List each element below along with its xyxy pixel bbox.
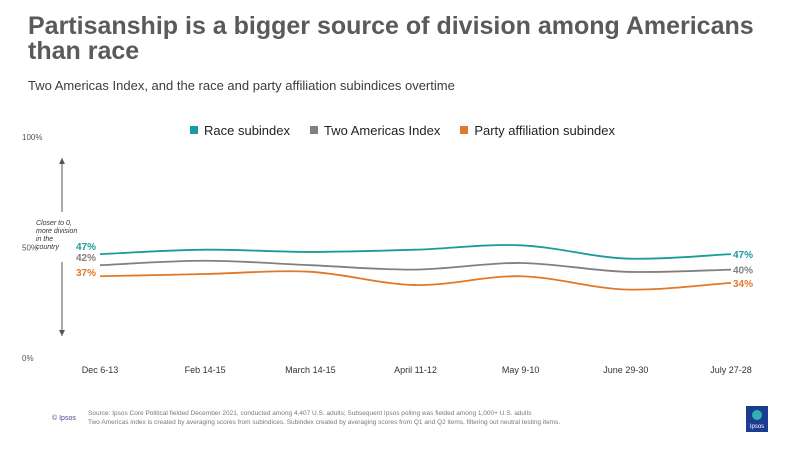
annotation-text: in the (36, 236, 53, 243)
data-point (414, 249, 416, 251)
chart-subtitle: Two Americas Index, and the race and par… (28, 78, 455, 93)
legend-swatch-two-americas (310, 126, 318, 134)
y-tick-label: 50% (22, 244, 38, 253)
data-point (730, 268, 732, 270)
x-tick-label: Feb 14-15 (185, 365, 226, 375)
data-point (204, 260, 206, 262)
annotation-text: more division (36, 228, 77, 235)
series-start-label: 37% (76, 268, 96, 279)
source-line-1: Source: Ipsos Core Political fielded Dec… (88, 410, 532, 417)
data-point (99, 275, 101, 277)
legend-label-race: Race subindex (204, 122, 290, 138)
data-point (309, 271, 311, 273)
series-line (99, 244, 732, 260)
series-line (99, 270, 732, 291)
data-point (309, 264, 311, 266)
x-tick-label: April 11-12 (394, 365, 437, 375)
annotation-arrowhead-down (59, 330, 65, 336)
data-point (625, 288, 627, 290)
data-point (309, 251, 311, 253)
series-line (99, 259, 732, 273)
data-point (204, 273, 206, 275)
legend-label-two-americas: Two Americas Index (324, 122, 441, 138)
legend-item-party: Party affiliation subindex (460, 121, 615, 139)
data-point (519, 244, 521, 246)
chart-legend: Race subindex Two Americas Index Party a… (190, 121, 615, 139)
legend-label-party: Party affiliation subindex (474, 122, 616, 138)
legend-swatch-race (190, 126, 198, 134)
data-point (730, 282, 732, 284)
logo-text: Ipsos (749, 424, 765, 430)
logo-mark (752, 410, 762, 420)
data-point (99, 253, 101, 255)
y-tick-label: 100% (22, 133, 42, 142)
series-end-label: 40% (733, 266, 753, 277)
data-point (204, 249, 206, 251)
data-point (625, 271, 627, 273)
annotation-text: Closer to 0, (36, 220, 72, 227)
data-point (99, 264, 101, 266)
x-tick-label: June 29-30 (603, 365, 648, 375)
copyright: © Ipsos (52, 415, 76, 422)
x-tick-label: May 9-10 (502, 365, 540, 375)
x-tick-label: Dec 6-13 (82, 365, 119, 375)
y-tick-label: 0% (22, 354, 34, 363)
data-point (519, 275, 521, 277)
series-start-label: 47% (76, 242, 96, 253)
annotation-arrowhead-up (59, 158, 65, 164)
data-point (414, 268, 416, 270)
series-end-label: 34% (733, 279, 753, 290)
data-point (625, 257, 627, 259)
chart-title: Partisanship is a bigger source of divis… (28, 12, 754, 65)
data-point (414, 284, 416, 286)
legend-item-two-americas: Two Americas Index (310, 121, 440, 139)
data-point (519, 262, 521, 264)
series-end-label: 47% (733, 250, 753, 261)
x-tick-label: July 27-28 (710, 365, 752, 375)
ipsos-logo: Ipsos (746, 406, 768, 432)
source-line-2: Two Americas index is created by averagi… (88, 419, 561, 426)
x-tick-label: March 14-15 (285, 365, 336, 375)
legend-item-race: Race subindex (190, 121, 290, 139)
series-start-label: 42% (76, 253, 96, 264)
annotation-text: country (36, 244, 59, 251)
source-note: Source: Ipsos Core Political fielded Dec… (88, 409, 648, 427)
data-point (730, 253, 732, 255)
legend-swatch-party (460, 126, 469, 134)
